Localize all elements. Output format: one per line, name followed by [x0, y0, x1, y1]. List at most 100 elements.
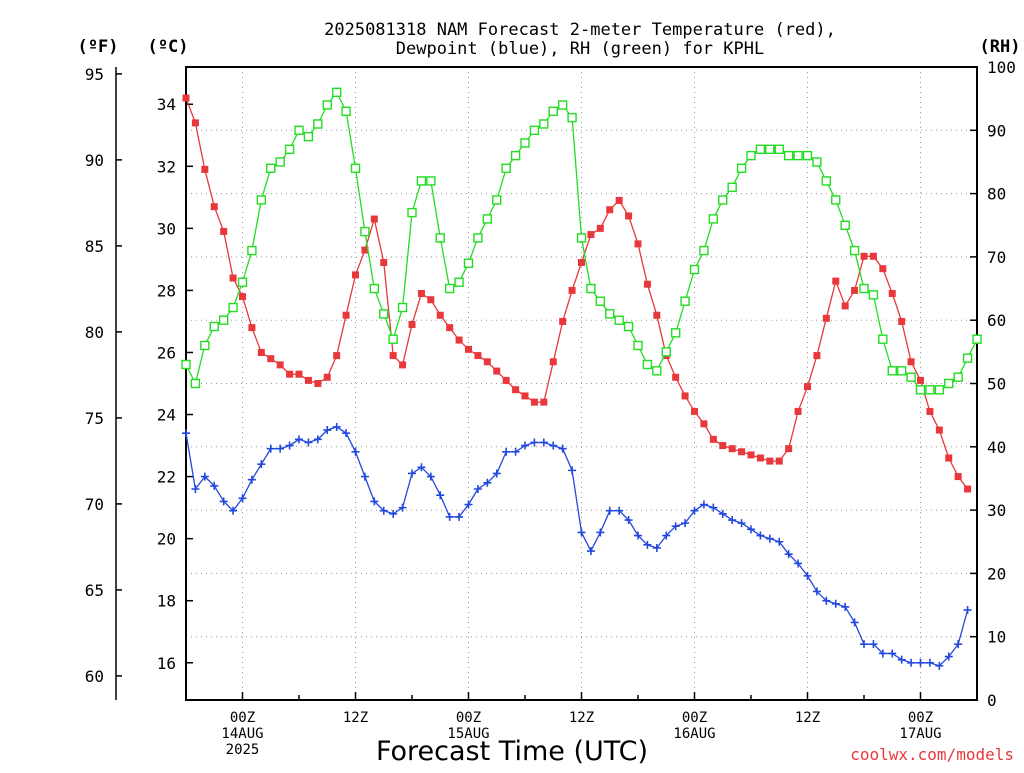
temperature-point — [879, 265, 887, 273]
temperature-point — [276, 361, 284, 369]
celsius-tick-label: 34 — [157, 95, 176, 114]
temperature-point — [625, 212, 633, 220]
celsius-tick-label: 24 — [157, 406, 176, 425]
rh-point — [397, 302, 408, 313]
rh-point — [774, 144, 784, 154]
time-tick-label: 00Z — [230, 710, 255, 726]
dewpoint-point — [728, 516, 737, 525]
time-tick-label: 17AUG — [899, 726, 941, 742]
dewpoint-point — [577, 528, 586, 537]
dewpoint-point — [963, 606, 972, 615]
rh-point — [379, 309, 389, 319]
temperature-point — [907, 358, 915, 366]
temperature-point — [295, 370, 303, 378]
dewpoint-point — [897, 655, 906, 664]
fahrenheit-tick-label: 75 — [85, 409, 104, 428]
dewpoint-point — [464, 500, 473, 509]
dewpoint-point — [247, 475, 256, 484]
rh-point — [887, 366, 897, 376]
temperature-point — [945, 454, 953, 462]
rh-point — [605, 309, 615, 319]
dewpoint-point — [492, 469, 501, 478]
dewpoint-point — [596, 528, 605, 537]
rh-point — [303, 131, 314, 142]
dewpoint-point — [426, 472, 435, 481]
dewpoint-point — [756, 531, 765, 540]
dewpoint-point — [747, 525, 755, 534]
temperature-point — [643, 280, 651, 288]
rh-point — [840, 220, 850, 230]
temperature-point — [935, 426, 943, 434]
temperature-point — [813, 352, 821, 360]
dewpoint-point — [709, 503, 718, 512]
temperature-series — [182, 94, 972, 493]
temperature-point — [738, 448, 746, 456]
temperature-point — [399, 361, 407, 369]
time-tick-label: 12Z — [343, 710, 368, 726]
rh-point — [284, 144, 295, 154]
temperature-point — [304, 376, 312, 384]
dewpoint-point — [304, 438, 313, 447]
rh-point — [510, 150, 521, 161]
dewpoint-point — [643, 540, 652, 549]
rh-tick-label: 30 — [987, 501, 1006, 520]
temperature-point — [672, 373, 680, 381]
dewpoint-point — [850, 618, 859, 627]
temperature-point — [804, 383, 811, 391]
celsius-tick-label: 30 — [157, 219, 176, 238]
rh-point — [699, 245, 709, 256]
dewpoint-point — [219, 497, 228, 506]
rh-point — [407, 207, 417, 218]
rh-point — [727, 182, 737, 192]
celsius-tick-label: 26 — [157, 343, 176, 362]
rh-point — [944, 378, 954, 389]
rh-point — [181, 359, 191, 370]
dewpoint-point — [323, 426, 332, 435]
dewpoint-point — [238, 494, 247, 503]
rh-point — [670, 328, 681, 338]
dewpoint-point — [860, 640, 868, 649]
fahrenheit-tick-label: 65 — [85, 581, 104, 600]
rh-point — [755, 144, 766, 154]
temperature-point — [568, 286, 576, 294]
temperature-point — [220, 227, 228, 235]
dewpoint-point — [379, 506, 388, 515]
temperature-point — [869, 252, 877, 260]
temperature-point — [691, 407, 698, 415]
temperature-point — [926, 407, 934, 415]
temperature-point — [898, 317, 906, 325]
rh-point — [849, 245, 860, 256]
celsius-tick-label: 28 — [157, 281, 176, 300]
temperature-point — [634, 240, 642, 248]
rh-point — [256, 195, 267, 205]
rh-point — [586, 283, 596, 294]
rh-point — [802, 150, 813, 161]
temperature-point — [530, 398, 538, 406]
dewpoint-series — [182, 422, 972, 670]
dewpoint-point — [521, 441, 529, 450]
rh-point — [878, 334, 888, 344]
celsius-tick-label: 32 — [157, 157, 176, 176]
dewpoint-point — [257, 460, 266, 469]
rh-point — [680, 296, 690, 306]
dewpoint-point — [473, 485, 482, 493]
dewpoint-point — [925, 658, 934, 667]
rh-tick-label: 40 — [987, 438, 1006, 457]
dewpoint-point — [313, 435, 322, 444]
rh-point — [473, 233, 483, 243]
dewpoint-point — [888, 649, 897, 658]
dewpoint-point — [615, 506, 624, 515]
rh-point — [614, 315, 624, 325]
temperature-point — [719, 442, 727, 450]
rh-point — [275, 157, 285, 167]
rh-point — [746, 150, 756, 161]
temperature-point — [314, 380, 322, 387]
dewpoint-point — [831, 599, 840, 608]
dewpoint-point — [370, 497, 379, 506]
rh-point — [341, 106, 351, 117]
dewpoint-point — [841, 602, 850, 611]
rh-point — [266, 163, 276, 173]
temperature-point — [596, 224, 604, 232]
rh-point — [369, 283, 380, 294]
fahrenheit-tick-label: 95 — [85, 65, 104, 84]
